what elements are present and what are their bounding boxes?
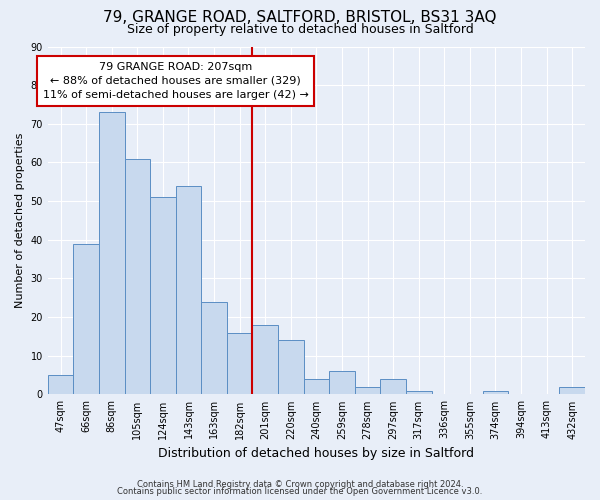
Bar xyxy=(176,186,201,394)
Bar xyxy=(355,386,380,394)
Bar xyxy=(559,386,585,394)
Bar xyxy=(278,340,304,394)
Bar xyxy=(253,325,278,394)
X-axis label: Distribution of detached houses by size in Saltford: Distribution of detached houses by size … xyxy=(158,447,475,460)
Bar xyxy=(380,379,406,394)
Bar xyxy=(482,390,508,394)
Bar xyxy=(150,198,176,394)
Bar xyxy=(304,379,329,394)
Bar xyxy=(125,158,150,394)
Text: Size of property relative to detached houses in Saltford: Size of property relative to detached ho… xyxy=(127,22,473,36)
Y-axis label: Number of detached properties: Number of detached properties xyxy=(15,133,25,308)
Bar xyxy=(73,244,99,394)
Bar xyxy=(406,390,431,394)
Text: 79, GRANGE ROAD, SALTFORD, BRISTOL, BS31 3AQ: 79, GRANGE ROAD, SALTFORD, BRISTOL, BS31… xyxy=(103,10,497,25)
Bar xyxy=(48,375,73,394)
Bar xyxy=(329,371,355,394)
Text: Contains HM Land Registry data © Crown copyright and database right 2024.: Contains HM Land Registry data © Crown c… xyxy=(137,480,463,489)
Bar xyxy=(227,332,253,394)
Text: 79 GRANGE ROAD: 207sqm
← 88% of detached houses are smaller (329)
11% of semi-de: 79 GRANGE ROAD: 207sqm ← 88% of detached… xyxy=(43,62,308,100)
Bar xyxy=(99,112,125,395)
Bar xyxy=(201,302,227,394)
Text: Contains public sector information licensed under the Open Government Licence v3: Contains public sector information licen… xyxy=(118,487,482,496)
